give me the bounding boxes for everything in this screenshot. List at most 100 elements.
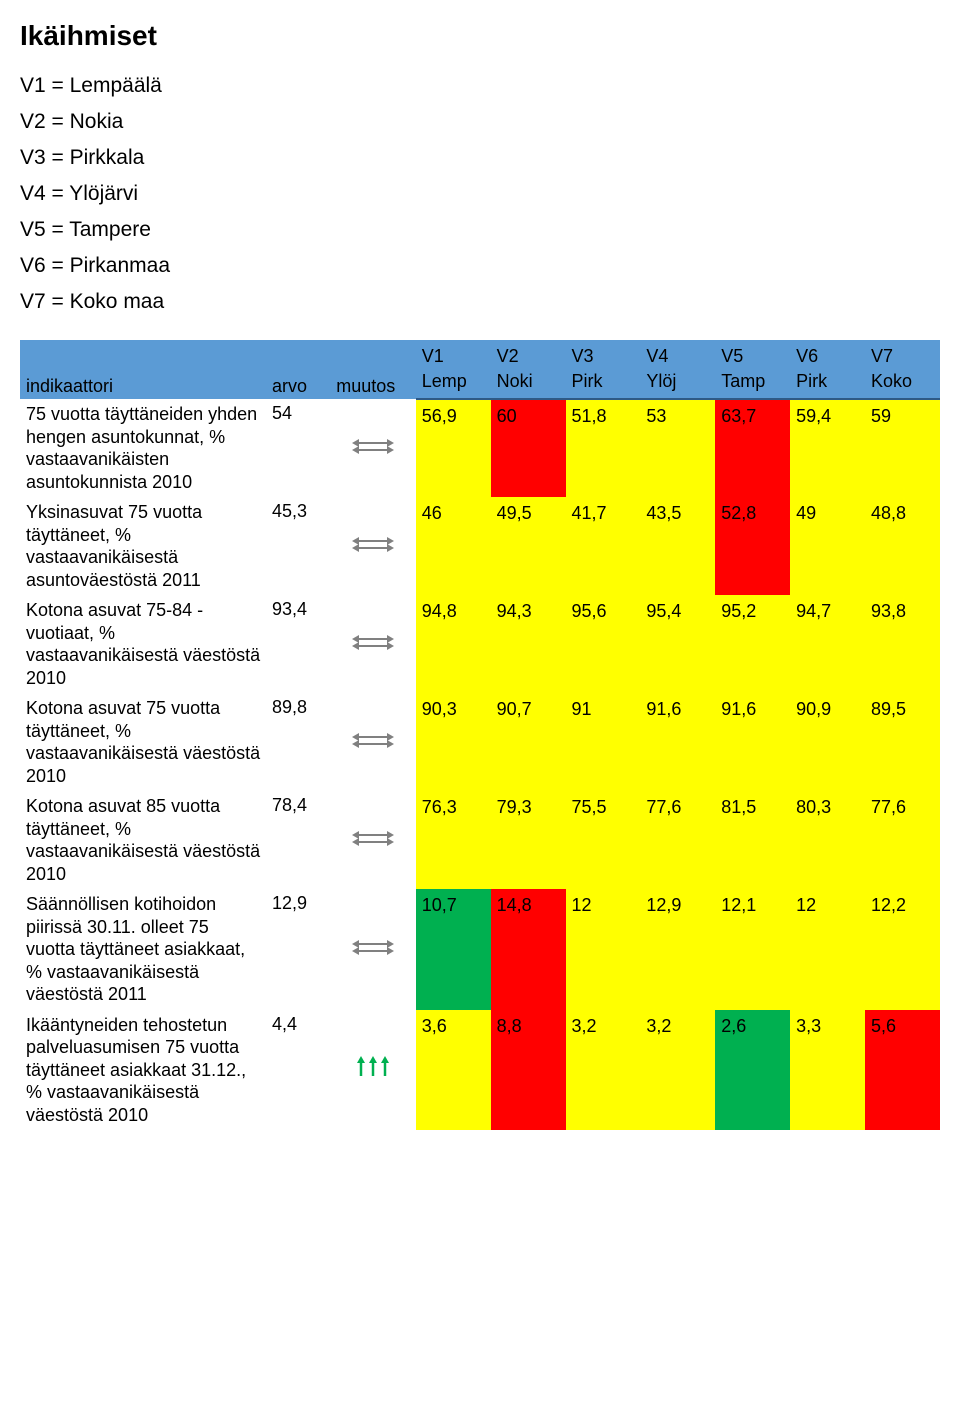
row-label: Kotona asuvat 75 vuotta täyttäneet, % va… <box>20 693 266 791</box>
data-cell: 81,5 <box>715 791 790 889</box>
col-subheader: Pirk <box>790 369 865 399</box>
trend-flat-icon <box>352 732 394 748</box>
data-cell: 91,6 <box>640 693 715 791</box>
table-row: Kotona asuvat 75-84 -vuotiaat, % vastaav… <box>20 595 940 693</box>
table-row: 75 vuotta täyttäneiden yhden hengen asun… <box>20 399 940 497</box>
table-row: Ikääntyneiden tehostetun palveluasumisen… <box>20 1010 940 1131</box>
trend-flat-icon <box>352 536 394 552</box>
col-subheader: Pirk <box>566 369 641 399</box>
data-cell: 93,8 <box>865 595 940 693</box>
data-cell: 94,3 <box>491 595 566 693</box>
data-cell: 95,2 <box>715 595 790 693</box>
row-arvo: 89,8 <box>266 693 330 791</box>
row-muutos <box>330 889 416 1010</box>
col-header-v2: V2 <box>491 340 566 369</box>
data-cell: 3,6 <box>416 1010 491 1131</box>
legend-item: V1 = Lempäälä <box>20 74 940 98</box>
col-header-v4: V4 <box>640 340 715 369</box>
data-cell: 49 <box>790 497 865 595</box>
legend-item: V4 = Ylöjärvi <box>20 182 940 206</box>
data-cell: 12 <box>566 889 641 1010</box>
data-cell: 3,3 <box>790 1010 865 1131</box>
legend-item: V3 = Pirkkala <box>20 146 940 170</box>
row-arvo: 12,9 <box>266 889 330 1010</box>
data-cell: 80,3 <box>790 791 865 889</box>
col-header-indikaattori: indikaattori <box>20 340 266 399</box>
trend-up-icon <box>356 1056 390 1078</box>
table-row: Yksinasuvat 75 vuotta täyttäneet, % vast… <box>20 497 940 595</box>
col-header-v1: V1 <box>416 340 491 369</box>
data-cell: 91 <box>566 693 641 791</box>
legend: V1 = Lempäälä V2 = Nokia V3 = Pirkkala V… <box>20 74 940 314</box>
row-arvo: 54 <box>266 399 330 497</box>
trend-flat-icon <box>352 634 394 650</box>
table-row: Kotona asuvat 85 vuotta täyttäneet, % va… <box>20 791 940 889</box>
data-cell: 91,6 <box>715 693 790 791</box>
data-cell: 63,7 <box>715 399 790 497</box>
data-cell: 12,9 <box>640 889 715 1010</box>
row-arvo: 93,4 <box>266 595 330 693</box>
data-cell: 41,7 <box>566 497 641 595</box>
trend-flat-icon <box>352 438 394 454</box>
data-cell: 8,8 <box>491 1010 566 1131</box>
trend-flat-icon <box>352 939 394 955</box>
data-cell: 2,6 <box>715 1010 790 1131</box>
col-subheader: Ylöj <box>640 369 715 399</box>
data-cell: 60 <box>491 399 566 497</box>
data-cell: 75,5 <box>566 791 641 889</box>
data-cell: 3,2 <box>640 1010 715 1131</box>
col-header-arvo: arvo <box>266 340 330 399</box>
data-cell: 90,7 <box>491 693 566 791</box>
col-header-v6: V6 <box>790 340 865 369</box>
col-subheader: Noki <box>491 369 566 399</box>
legend-item: V6 = Pirkanmaa <box>20 254 940 278</box>
data-cell: 90,3 <box>416 693 491 791</box>
row-muutos <box>330 791 416 889</box>
data-cell: 95,6 <box>566 595 641 693</box>
data-cell: 51,8 <box>566 399 641 497</box>
row-label: Kotona asuvat 75-84 -vuotiaat, % vastaav… <box>20 595 266 693</box>
row-arvo: 78,4 <box>266 791 330 889</box>
data-cell: 12,1 <box>715 889 790 1010</box>
row-label: Ikääntyneiden tehostetun palveluasumisen… <box>20 1010 266 1131</box>
table-row: Säännöllisen kotihoidon piirissä 30.11. … <box>20 889 940 1010</box>
data-cell: 14,8 <box>491 889 566 1010</box>
row-muutos <box>330 1010 416 1131</box>
col-subheader: Tamp <box>715 369 790 399</box>
data-cell: 77,6 <box>640 791 715 889</box>
row-label: 75 vuotta täyttäneiden yhden hengen asun… <box>20 399 266 497</box>
col-header-v5: V5 <box>715 340 790 369</box>
data-cell: 46 <box>416 497 491 595</box>
col-header-v3: V3 <box>566 340 641 369</box>
row-arvo: 4,4 <box>266 1010 330 1131</box>
row-muutos <box>330 693 416 791</box>
legend-item: V2 = Nokia <box>20 110 940 134</box>
data-cell: 79,3 <box>491 791 566 889</box>
col-header-muutos: muutos <box>330 340 416 399</box>
data-table: indikaattori arvo muutos V1 V2 V3 V4 V5 … <box>20 340 940 1130</box>
page-title: Ikäihmiset <box>20 20 940 52</box>
data-cell: 59 <box>865 399 940 497</box>
data-cell: 56,9 <box>416 399 491 497</box>
row-muutos <box>330 497 416 595</box>
col-subheader: Koko <box>865 369 940 399</box>
col-header-v7: V7 <box>865 340 940 369</box>
data-cell: 90,9 <box>790 693 865 791</box>
data-cell: 49,5 <box>491 497 566 595</box>
col-subheader: Lemp <box>416 369 491 399</box>
table-row: Kotona asuvat 75 vuotta täyttäneet, % va… <box>20 693 940 791</box>
data-cell: 3,2 <box>566 1010 641 1131</box>
legend-item: V5 = Tampere <box>20 218 940 242</box>
data-cell: 94,7 <box>790 595 865 693</box>
data-cell: 95,4 <box>640 595 715 693</box>
row-muutos <box>330 399 416 497</box>
data-cell: 59,4 <box>790 399 865 497</box>
row-label: Säännöllisen kotihoidon piirissä 30.11. … <box>20 889 266 1010</box>
data-cell: 52,8 <box>715 497 790 595</box>
data-cell: 76,3 <box>416 791 491 889</box>
data-cell: 12 <box>790 889 865 1010</box>
legend-item: V7 = Koko maa <box>20 290 940 314</box>
row-label: Kotona asuvat 85 vuotta täyttäneet, % va… <box>20 791 266 889</box>
data-cell: 77,6 <box>865 791 940 889</box>
row-label: Yksinasuvat 75 vuotta täyttäneet, % vast… <box>20 497 266 595</box>
